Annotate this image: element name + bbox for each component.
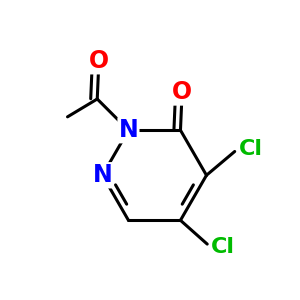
Text: O: O — [89, 49, 109, 73]
Text: Cl: Cl — [211, 237, 235, 257]
Text: N: N — [93, 163, 112, 187]
Text: Cl: Cl — [238, 139, 262, 158]
Text: O: O — [172, 80, 192, 104]
Text: N: N — [118, 118, 138, 142]
